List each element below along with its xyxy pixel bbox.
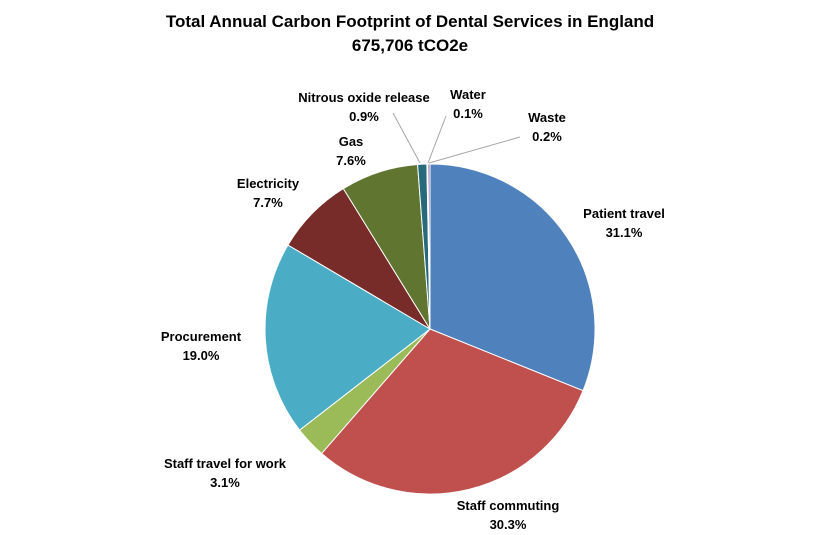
pie-slice-waste: [427, 163, 431, 330]
slice-value-label: 30.3%: [490, 517, 527, 532]
slice-value-label: 3.1%: [210, 475, 240, 490]
slice-value-label: 7.7%: [253, 195, 283, 210]
leader-line-water: [427, 115, 447, 164]
slice-value-label: 31.1%: [606, 225, 643, 240]
slice-value-label: 0.1%: [453, 106, 483, 121]
slice-name-label: Patient travel: [583, 206, 665, 221]
leader-line-nitrous-oxide-release: [392, 112, 421, 164]
slice-name-label: Electricity: [237, 176, 300, 191]
data-label-gas: Gas 7.6%: [336, 134, 366, 168]
data-label-staff-travel-for-work: Staff travel for work 3.1%: [164, 456, 287, 490]
slice-value-label: 0.2%: [532, 129, 562, 144]
data-label-nitrous-oxide-release: Nitrous oxide release 0.9%: [298, 90, 430, 124]
data-label-electricity: Electricity 7.7%: [237, 176, 300, 210]
slice-name-label: Nitrous oxide release: [298, 90, 430, 105]
slice-value-label: 19.0%: [183, 348, 220, 363]
data-label-procurement: Procurement 19.0%: [161, 329, 242, 363]
leader-line-waste: [428, 136, 521, 164]
slice-name-label: Staff travel for work: [164, 456, 287, 471]
slice-name-label: Staff commuting: [457, 498, 560, 513]
data-label-patient-travel: Patient travel 31.1%: [583, 206, 665, 240]
data-label-water: Water 0.1%: [450, 87, 486, 121]
pie-slice-patient-travel: [429, 163, 596, 392]
pie-slice-staff-commuting: [320, 328, 584, 495]
slice-value-label: 0.9%: [349, 109, 379, 124]
data-label-waste: Waste 0.2%: [528, 110, 566, 144]
chart-title-block: Total Annual Carbon Footprint of Dental …: [0, 10, 820, 58]
pie-slices: [264, 163, 596, 495]
slice-name-label: Waste: [528, 110, 566, 125]
slice-name-label: Procurement: [161, 329, 242, 344]
slice-name-label: Water: [450, 87, 486, 102]
chart-title: Total Annual Carbon Footprint of Dental …: [165, 12, 655, 31]
chart-subtitle: 675,706 tCO2e: [351, 36, 469, 55]
slice-value-label: 7.6%: [336, 153, 366, 168]
data-label-staff-commuting: Staff commuting 30.3%: [457, 498, 560, 532]
pie-slice-procurement: [264, 244, 431, 431]
slice-name-label: Gas: [339, 134, 364, 149]
